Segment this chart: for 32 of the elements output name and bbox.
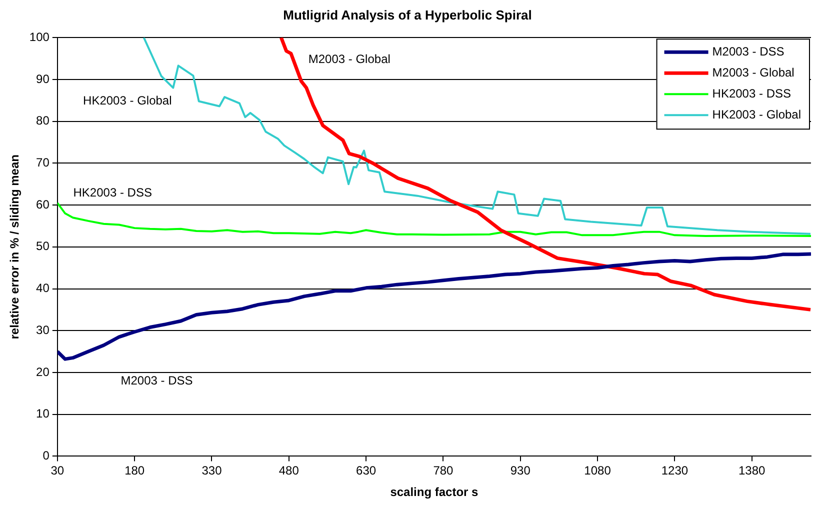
annotation: M2003 - Global xyxy=(308,52,390,66)
x-tick-label: 1080 xyxy=(584,464,612,478)
legend-label: M2003 - DSS xyxy=(712,44,784,58)
y-tick-label: 100 xyxy=(29,30,50,44)
y-axis-title: relative error in % / sliding mean xyxy=(8,154,22,340)
annotation: HK2003 - Global xyxy=(83,94,172,108)
x-tick-label: 1230 xyxy=(661,464,688,478)
y-tick-label: 60 xyxy=(36,197,50,212)
x-tick-label: 630 xyxy=(356,464,376,478)
x-tick-label: 930 xyxy=(510,464,531,478)
y-tick-label: 90 xyxy=(36,72,50,86)
x-tick-label: 780 xyxy=(433,464,454,478)
legend-label: M2003 - Global xyxy=(712,65,794,80)
chart-title: Mutligrid Analysis of a Hyperbolic Spiral xyxy=(283,7,532,22)
y-tick-label: 50 xyxy=(36,239,50,254)
x-tick-label: 1380 xyxy=(738,464,766,478)
x-tick-label: 330 xyxy=(202,464,222,478)
y-tick-label: 0 xyxy=(42,448,50,463)
x-axis-title: scaling factor s xyxy=(390,485,479,500)
y-tick-label: 20 xyxy=(36,364,50,379)
y-tick-label: 70 xyxy=(36,155,50,170)
annotation: M2003 - DSS xyxy=(120,374,193,388)
y-tick-label: 10 xyxy=(36,406,50,421)
y-tick-label: 40 xyxy=(36,281,50,296)
x-tick-label: 30 xyxy=(50,464,64,478)
legend-label: HK2003 - DSS xyxy=(712,86,791,100)
y-tick-label: 80 xyxy=(36,114,50,128)
annotation: HK2003 - DSS xyxy=(73,186,152,200)
legend-label: HK2003 - Global xyxy=(712,107,801,122)
x-tick-label: 180 xyxy=(124,464,145,478)
x-tick-label: 480 xyxy=(278,464,300,478)
y-tick-label: 30 xyxy=(36,322,50,337)
